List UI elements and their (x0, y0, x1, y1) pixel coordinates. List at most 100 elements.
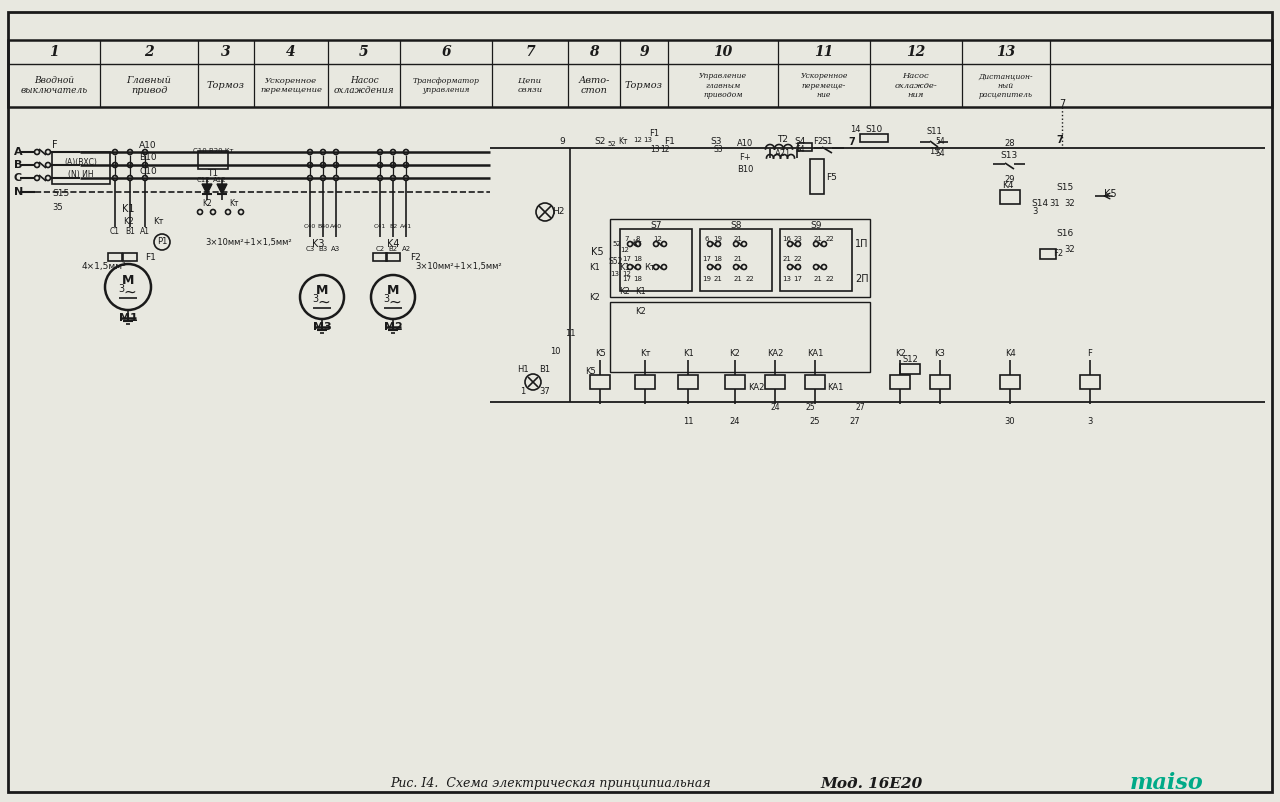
Text: B1: B1 (125, 228, 134, 237)
Circle shape (403, 149, 408, 155)
Circle shape (822, 265, 827, 269)
Text: 7: 7 (625, 236, 630, 242)
Text: B10: B10 (140, 153, 157, 163)
Text: Вводной
выключатель: Вводной выключатель (20, 76, 87, 95)
Text: 21: 21 (733, 276, 742, 282)
Circle shape (390, 163, 396, 168)
Bar (372, 253, 387, 261)
Text: Мод. 16Е20: Мод. 16Е20 (820, 777, 923, 791)
Text: 23: 23 (794, 236, 803, 242)
Text: A2: A2 (402, 246, 411, 252)
Text: 9: 9 (639, 45, 649, 59)
Text: 28: 28 (1005, 140, 1015, 148)
Bar (900, 364, 920, 374)
Text: 35: 35 (52, 202, 63, 212)
Text: 52: 52 (613, 241, 621, 247)
Text: 3: 3 (1032, 206, 1038, 216)
Text: M2: M2 (384, 322, 402, 332)
Circle shape (142, 149, 147, 155)
Text: Авто-
стоп: Авто- стоп (579, 76, 609, 95)
Text: 21: 21 (733, 256, 742, 262)
Text: 37: 37 (540, 387, 550, 396)
Text: N: N (14, 187, 23, 197)
Text: 3×10мм²+1×1,5мм²: 3×10мм²+1×1,5мм² (205, 237, 292, 246)
Text: 13: 13 (996, 45, 1015, 59)
Text: Главный
привод: Главный привод (127, 76, 172, 95)
Bar (1000, 190, 1020, 204)
Bar (805, 375, 826, 389)
Text: A12: A12 (214, 177, 227, 183)
Text: F1: F1 (145, 253, 156, 261)
Text: ~: ~ (124, 285, 137, 299)
Bar (1080, 375, 1100, 389)
Bar (611, 219, 870, 297)
Bar (108, 253, 122, 261)
Text: A1: A1 (140, 228, 150, 237)
Text: 32: 32 (1065, 245, 1075, 253)
Text: S4: S4 (795, 137, 805, 147)
Text: 21: 21 (733, 236, 742, 242)
Text: 12: 12 (660, 145, 669, 155)
Text: Ускоренное
перемеще-
ние: Ускоренное перемеще- ние (800, 72, 847, 99)
Text: 12: 12 (634, 137, 643, 143)
Bar (780, 229, 852, 291)
Text: K2: K2 (202, 200, 212, 209)
Text: K4: K4 (1002, 181, 1014, 191)
Bar (123, 253, 137, 261)
Text: K2: K2 (590, 293, 600, 302)
Text: Kт: Kт (229, 200, 239, 209)
Circle shape (635, 265, 640, 269)
Text: 10: 10 (713, 45, 732, 59)
Text: S4: S4 (795, 145, 805, 155)
Text: 8: 8 (636, 236, 640, 242)
Text: C41: C41 (374, 225, 387, 229)
Text: 1: 1 (49, 45, 59, 59)
Text: 4: 4 (287, 45, 296, 59)
Bar (765, 375, 785, 389)
Text: 7: 7 (525, 45, 535, 59)
Text: 21: 21 (782, 256, 791, 262)
Text: 27: 27 (850, 418, 860, 427)
Text: 19: 19 (703, 276, 712, 282)
Text: S7: S7 (650, 221, 662, 229)
Text: 25: 25 (810, 418, 820, 427)
Circle shape (378, 149, 383, 155)
Text: S16: S16 (1056, 229, 1074, 238)
Text: K3: K3 (934, 350, 946, 358)
Circle shape (128, 176, 133, 180)
Bar (635, 375, 655, 389)
Text: Рис. I4.  Схема электрическая принципиальная: Рис. I4. Схема электрическая принципиаль… (390, 777, 710, 791)
Text: H2: H2 (552, 208, 564, 217)
Text: 3×10мм²+1×1,5мм²: 3×10мм²+1×1,5мм² (415, 262, 502, 272)
Bar (700, 229, 772, 291)
Circle shape (708, 241, 713, 246)
Text: H1: H1 (517, 366, 529, 375)
Text: Управление
главным
приводом: Управление главным приводом (699, 72, 748, 99)
Text: M: M (316, 285, 328, 298)
Circle shape (113, 176, 118, 180)
Circle shape (334, 163, 338, 168)
Circle shape (334, 176, 338, 180)
Text: K5: K5 (1103, 189, 1116, 199)
Text: K1: K1 (590, 262, 600, 272)
Text: A10: A10 (737, 140, 753, 148)
Text: 12: 12 (654, 236, 663, 242)
Text: 14: 14 (850, 125, 860, 135)
Bar (198, 151, 228, 169)
Bar (387, 253, 399, 261)
Text: 16: 16 (782, 236, 791, 242)
Text: Тормоз: Тормоз (625, 81, 663, 90)
Bar (620, 229, 692, 291)
Text: 9: 9 (559, 137, 564, 147)
Circle shape (716, 265, 721, 269)
Text: 10: 10 (549, 347, 561, 357)
Text: S4: S4 (936, 149, 945, 159)
Text: S8: S8 (731, 221, 741, 229)
Text: 15: 15 (929, 148, 940, 156)
Text: K2: K2 (635, 307, 645, 317)
Text: Дистанцион-
ный
расцепитель: Дистанцион- ный расцепитель (979, 72, 1033, 99)
Text: 24: 24 (771, 403, 780, 411)
Text: 6: 6 (705, 236, 709, 242)
Circle shape (525, 374, 541, 390)
Circle shape (403, 163, 408, 168)
